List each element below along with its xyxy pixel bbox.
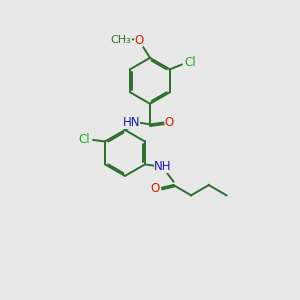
Text: O: O <box>134 34 143 47</box>
Text: HN: HN <box>123 116 140 128</box>
Text: CH₃: CH₃ <box>111 34 131 45</box>
Text: Cl: Cl <box>79 134 90 146</box>
Text: NH: NH <box>154 160 171 173</box>
Text: O: O <box>151 182 160 195</box>
Text: Cl: Cl <box>185 56 196 69</box>
Text: O: O <box>165 116 174 128</box>
